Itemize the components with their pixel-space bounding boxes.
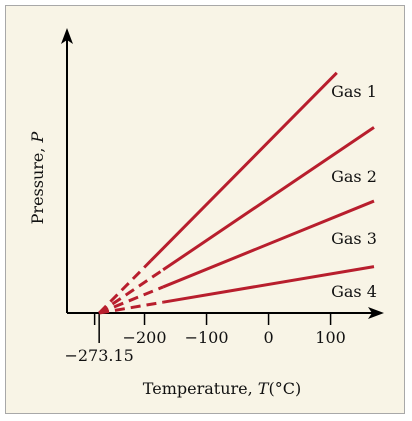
series-label: Gas 2 bbox=[331, 167, 377, 186]
x-tick-label: 100 bbox=[315, 328, 346, 347]
series-line-dashed bbox=[98, 300, 164, 315]
series-line-solid bbox=[162, 126, 375, 272]
y-axis-arrow bbox=[61, 28, 73, 44]
series-line-solid bbox=[162, 265, 375, 304]
x-axis-arrow bbox=[368, 307, 384, 319]
x-axis-label: Temperature, T(°C) bbox=[143, 379, 301, 398]
chart-panel bbox=[5, 5, 405, 414]
x-tick-label-absolute-zero: −273.15 bbox=[64, 346, 133, 365]
x-tick-label: −200 bbox=[123, 328, 167, 347]
series-label: Gas 1 bbox=[331, 82, 377, 101]
series-line-dashed bbox=[98, 259, 152, 315]
series-label: Gas 3 bbox=[331, 229, 377, 248]
x-tick-label: 0 bbox=[263, 328, 273, 347]
series-line-solid bbox=[149, 71, 338, 262]
series-group bbox=[98, 71, 375, 315]
series-line-solid bbox=[162, 199, 375, 289]
series-line-dashed bbox=[98, 285, 164, 315]
x-tick-labels: −200 −100 0 100 −273.15 bbox=[64, 328, 345, 365]
series-line-dashed bbox=[98, 268, 164, 315]
series-label: Gas 4 bbox=[331, 282, 377, 301]
y-axis-label: Pressure, P bbox=[28, 131, 47, 224]
x-tick-label: −100 bbox=[185, 328, 229, 347]
series-labels: Gas 1 Gas 2 Gas 3 Gas 4 bbox=[331, 82, 377, 301]
x-ticks bbox=[93, 313, 332, 343]
